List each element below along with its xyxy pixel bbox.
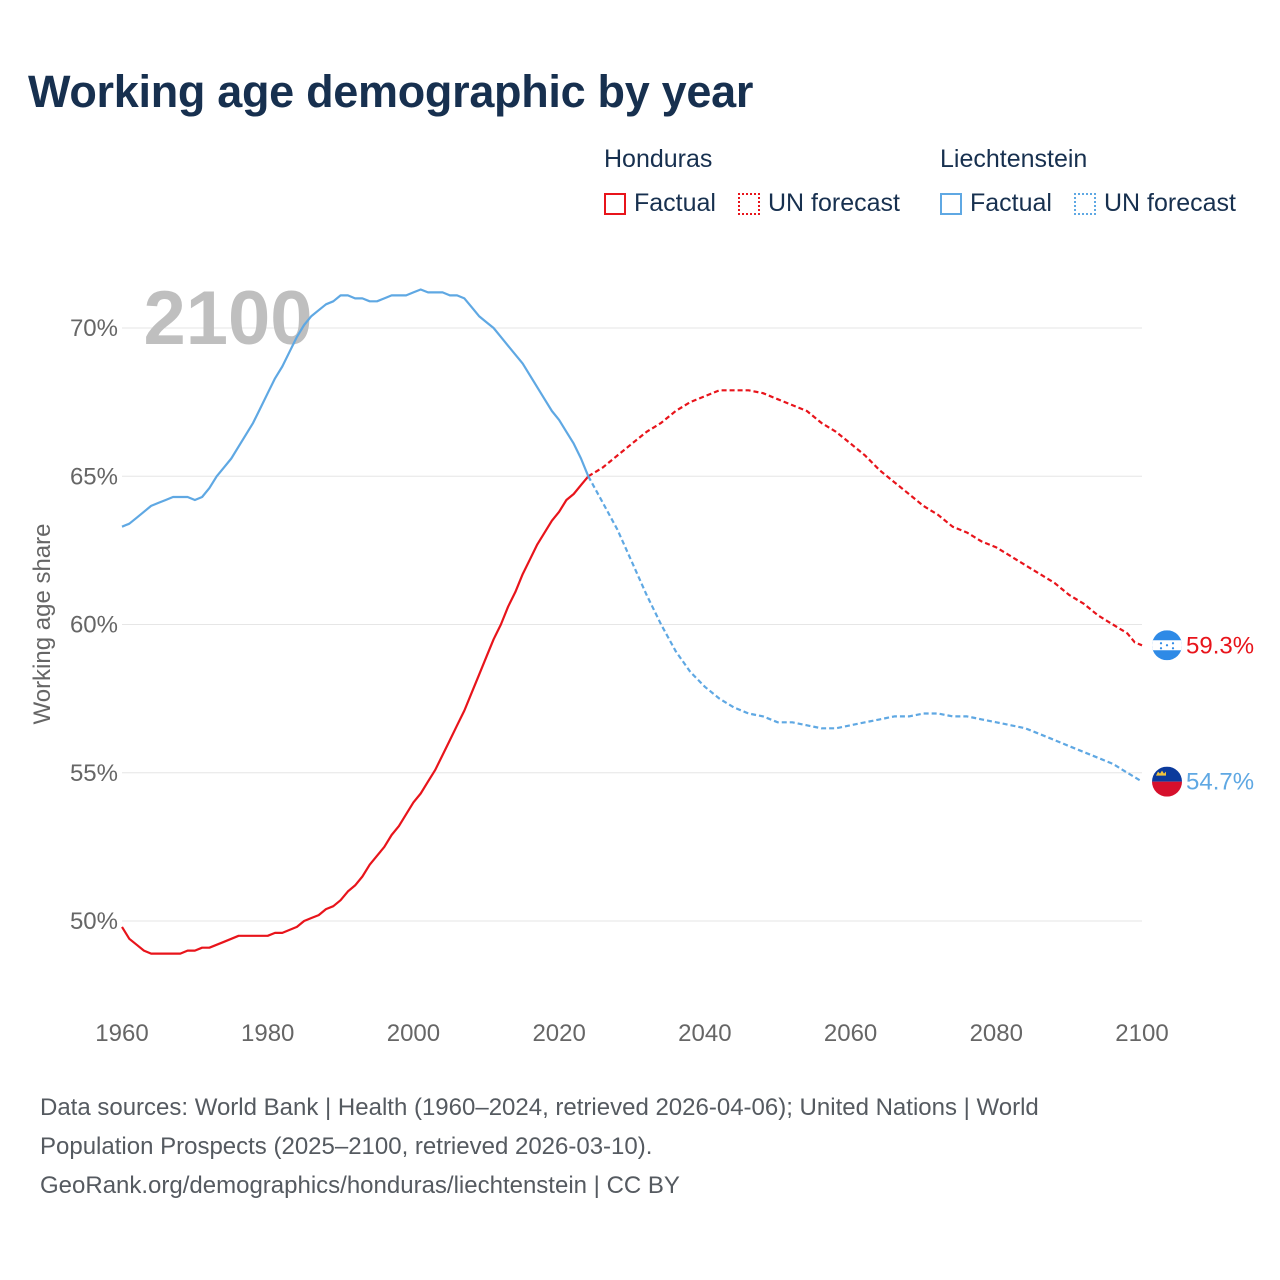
honduras-end-value-label: 59.3%	[1186, 632, 1254, 659]
x-tick-label: 2060	[824, 1020, 877, 1047]
honduras-flag-icon	[1152, 630, 1182, 661]
liechtenstein-end-value-label: 54.7%	[1186, 769, 1254, 796]
legend-group-title: Liechtenstein	[940, 145, 1088, 173]
x-tick-label: 1980	[241, 1020, 294, 1047]
y-tick-label: 70%	[70, 315, 118, 342]
y-axis-label: Working age share	[29, 524, 56, 725]
liechtenstein-factual-line[interactable]	[121, 288, 590, 528]
x-tick-label: 1960	[95, 1020, 148, 1047]
x-tick-label: 2100	[1115, 1020, 1168, 1047]
liechtenstein-forecast-line[interactable]	[587, 475, 1143, 783]
liechtenstein-flag-icon	[1152, 766, 1182, 797]
legend-label: UN forecast	[1104, 189, 1236, 217]
legend-group-title: Honduras	[604, 145, 713, 173]
legend-label: UN forecast	[768, 189, 900, 217]
honduras-factual-line[interactable]	[121, 475, 590, 955]
year-watermark: 2100	[143, 276, 312, 361]
x-tick-label: 2000	[387, 1020, 440, 1047]
page-title: Working age demographic by year	[28, 66, 754, 117]
legend-liechtenstein-forecast[interactable]: UN forecast	[1074, 189, 1236, 218]
legend-honduras-forecast[interactable]: UN forecast	[738, 189, 900, 218]
legend-swatch-dotted	[1074, 192, 1096, 215]
y-tick-label: 65%	[70, 463, 118, 490]
legend-label: Factual	[970, 189, 1052, 217]
honduras-forecast-line[interactable]	[587, 389, 1143, 647]
y-tick-label: 55%	[70, 760, 118, 787]
footer-attribution[interactable]: GeoRank.org/demographics/honduras/liecht…	[40, 1172, 680, 1199]
legend-swatch-solid	[604, 192, 626, 215]
legend-honduras-factual[interactable]: Factual	[604, 189, 716, 218]
footer-sources-line1: Data sources: World Bank | Health (1960–…	[40, 1094, 1039, 1121]
x-tick-label: 2080	[970, 1020, 1023, 1047]
legend-liechtenstein-factual[interactable]: Factual	[940, 189, 1052, 218]
footer-sources-line2: Population Prospects (2025–2100, retriev…	[40, 1133, 653, 1160]
y-tick-label: 50%	[70, 908, 118, 935]
legend-swatch-dotted	[738, 192, 760, 215]
x-tick-label: 2040	[678, 1020, 731, 1047]
footer: Data sources: World Bank | Health (1960–…	[40, 1088, 1240, 1205]
x-tick-label: 2020	[532, 1020, 585, 1047]
y-tick-label: 60%	[70, 612, 118, 639]
legend-label: Factual	[634, 189, 716, 217]
legend-swatch-solid	[940, 192, 962, 215]
